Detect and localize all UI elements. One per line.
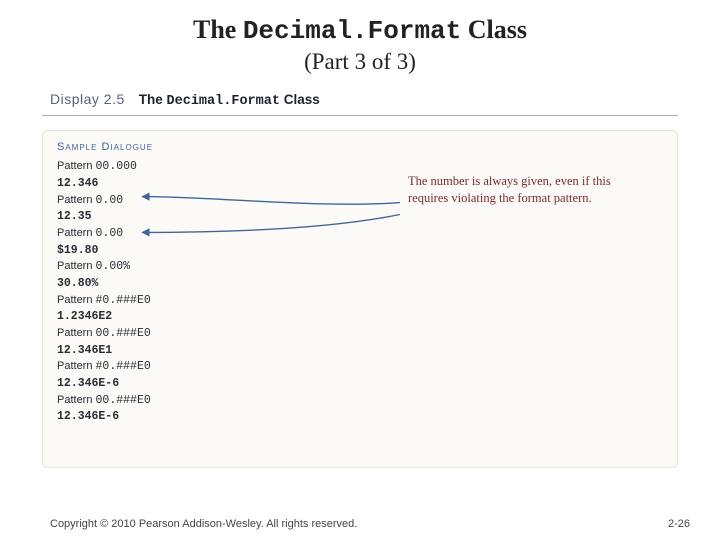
output-value: 12.35 [57,209,663,226]
pattern-line: Pattern 0.00 [57,226,663,243]
pattern-value: 00.000 [96,160,137,173]
pattern-label: Pattern [57,327,96,339]
pattern-label: Pattern [57,194,96,206]
pattern-line: Pattern #0.###E0 [57,359,663,376]
pattern-value: #0.###E0 [96,294,151,307]
output-value: 12.346E1 [57,343,663,360]
pattern-label: Pattern [57,260,96,272]
pattern-line: Pattern 00.###E0 [57,326,663,343]
output-value: 1.2346E2 [57,309,663,326]
output-value: $19.80 [57,243,663,260]
display-title-code: Decimal.Format [167,94,280,109]
pattern-value: 0.00 [96,194,124,207]
slide-root: The Decimal.Format Class (Part 3 of 3) D… [0,0,720,540]
pattern-value: 00.###E0 [96,327,151,340]
title-code: Decimal.Format [243,16,461,46]
display-title: The Decimal.Format Class [139,92,320,109]
pattern-label: Pattern [57,360,96,372]
page-number: 2-26 [668,518,690,530]
display-line: Display 2.5 The Decimal.Format Class [50,91,670,109]
pattern-value: 0.00% [96,260,131,273]
page-title: The Decimal.Format Class [0,0,720,47]
page-subtitle: (Part 3 of 3) [0,49,720,75]
copyright-text: Copyright © 2010 Pearson Addison-Wesley.… [50,518,357,530]
footer: Copyright © 2010 Pearson Addison-Wesley.… [50,518,690,530]
pattern-value: 0.00 [96,227,124,240]
pattern-line: Pattern 00.###E0 [57,393,663,410]
pattern-line: Pattern 0.00% [57,259,663,276]
pattern-label: Pattern [57,160,96,172]
pattern-label: Pattern [57,394,96,406]
annotation-text: The number is always given, even if this… [408,173,623,207]
pattern-value: #0.###E0 [96,360,151,373]
output-value: 12.346E-6 [57,409,663,426]
pattern-label: Pattern [57,227,96,239]
pattern-label: Pattern [57,294,96,306]
title-post: Class [461,15,527,44]
dialogue-card: Sample Dialogue Pattern 00.00012.346Patt… [42,130,678,468]
title-pre: The [193,15,243,44]
output-value: 12.346E-6 [57,376,663,393]
dialogue-header: Sample Dialogue [57,141,663,153]
display-label: Display 2.5 [50,91,125,107]
output-value: 30.80% [57,276,663,293]
pattern-line: Pattern #0.###E0 [57,293,663,310]
pattern-value: 00.###E0 [96,394,151,407]
display-rule [42,115,678,116]
display-title-post: Class [280,92,320,107]
display-title-pre: The [139,92,167,107]
